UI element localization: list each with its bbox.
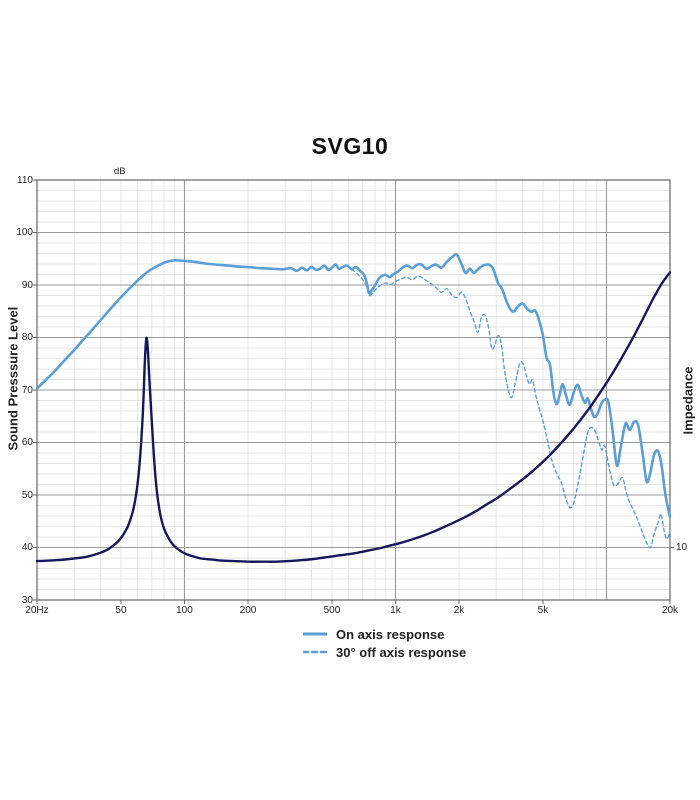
x-tick-label: 20Hz — [25, 605, 49, 616]
y-tick-label: 40 — [21, 542, 33, 553]
x-tick-label: 100 — [176, 605, 193, 616]
legend-label: 30° off axis response — [336, 644, 467, 660]
y-tick-label: 30 — [21, 594, 33, 606]
dashed-line-swatch-icon — [303, 650, 327, 654]
y-tick-label: 90 — [21, 279, 33, 291]
y-tick-label: 60 — [21, 437, 33, 448]
chart-legend: On axis response 30° off axis response — [303, 625, 466, 661]
x-tick-label: 500 — [323, 605, 341, 616]
y-tick-label: 110 — [17, 174, 33, 186]
off-axis-response-curve — [351, 268, 671, 549]
y-tick-label: 80 — [21, 332, 33, 343]
x-tick-label: 2k — [453, 605, 465, 616]
x-tick-label: 200 — [239, 605, 257, 616]
page-title: SVG10 — [311, 133, 389, 159]
y-tick-label: 50 — [21, 489, 33, 501]
right-tick-label: 10 — [676, 542, 688, 553]
right-axis-title: Impedance — [680, 366, 696, 435]
impedance-curve — [36, 271, 671, 563]
legend-label: On axis response — [336, 626, 445, 642]
y-tick-label: 100 — [16, 227, 33, 238]
x-tick-label: 5k — [537, 605, 549, 616]
x-tick-label: 20k — [661, 605, 679, 616]
on-axis-response-curve — [36, 252, 671, 519]
y-axis-unit-label: dB — [114, 166, 126, 177]
solid-line-swatch-icon — [303, 632, 327, 636]
x-tick-label: 1k — [390, 605, 401, 616]
y-tick-label: 70 — [21, 384, 33, 396]
x-tick-label: 50 — [115, 605, 127, 616]
legend-item-on-axis: On axis response — [303, 625, 466, 643]
legend-item-off-axis: 30° off axis response — [303, 643, 466, 661]
